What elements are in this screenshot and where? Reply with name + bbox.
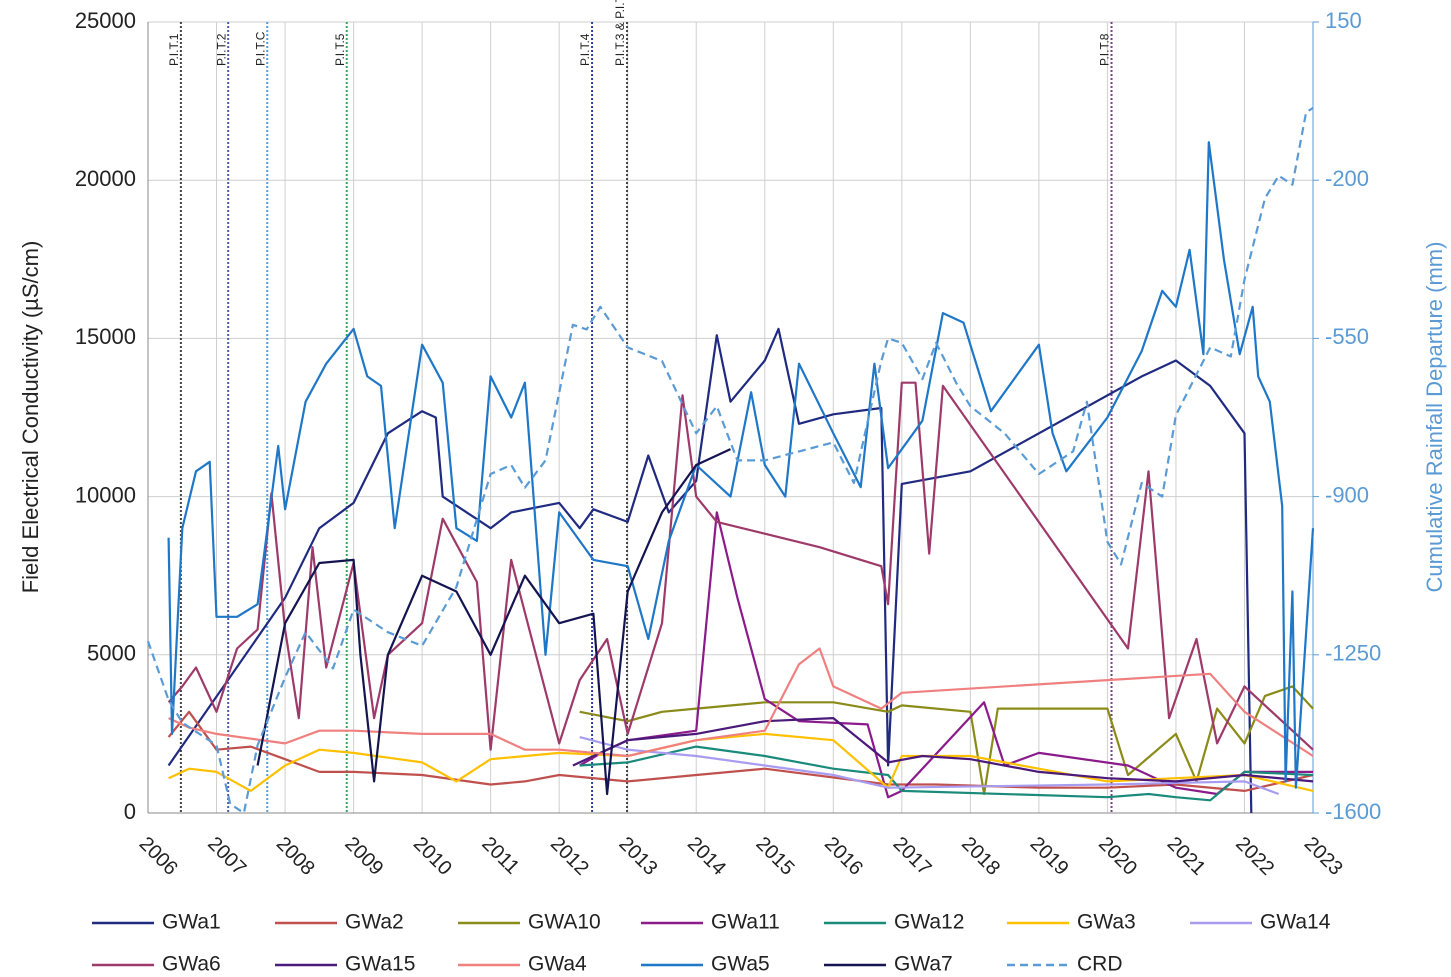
y-tick-label: 15000 [75,324,136,349]
series-line [579,745,1314,802]
series-line [579,685,1314,796]
x-tick-label: 2021 [1163,833,1210,880]
x-tick-label: 2012 [546,833,593,880]
series-line [579,511,1313,799]
x-tick-label: 2011 [477,833,523,879]
y-tick-label: 0 [124,799,136,824]
series-line [256,448,731,796]
annotation-label: P.I.T.3 & P.I.T.7 [613,0,627,66]
legend-label: GWa2 [345,911,404,934]
x-tick-label: 2018 [957,833,1004,880]
x-tick-label: 2020 [1094,833,1141,880]
legend-label: GWa12 [894,911,964,934]
legend-label: GWa11 [711,911,780,934]
x-tick-label: 2019 [1026,833,1073,880]
legend-label: GWa3 [1077,911,1136,934]
y-tick-label: 20000 [75,166,136,191]
x-tick-label: 2013 [614,833,661,880]
x-tick-label: 2015 [751,833,798,880]
series-line [572,717,1314,783]
y-tick-label: 10000 [75,482,136,507]
series-line [167,710,1314,792]
legend-label: GWA10 [528,911,601,934]
y2-tick-label: 150 [1325,8,1362,33]
series-line [146,106,1314,815]
y2-tick-label: -1600 [1325,799,1381,824]
x-tick-label: 2006 [135,833,182,880]
x-tick-label: 2017 [889,833,936,880]
y2-tick-label: -200 [1325,166,1369,191]
y-tick-label: 25000 [75,8,136,33]
annotation-label: P.I.T.4 [578,33,592,66]
x-tick-label: 2022 [1231,833,1278,880]
legend-label: CRD [1077,953,1123,976]
x-tick-label: 2023 [1300,833,1347,880]
y2-axis-label: Cumulative Rainfall Departure (mm) [1422,242,1447,593]
series-line [168,647,1314,758]
series-line [167,327,1253,814]
y2-tick-label: -1250 [1325,641,1381,666]
legend-label: GWa15 [345,953,415,976]
x-tick-label: 2014 [683,833,730,880]
legend-label: GWa7 [894,953,953,976]
x-tick-label: 2007 [203,833,250,880]
legend-label: GWa4 [528,953,587,976]
y-axis-label: Field Electrical Conductivity (µS/cm) [18,241,43,594]
x-tick-label: 2010 [409,833,456,880]
x-tick-label: 2009 [340,833,387,880]
y2-tick-label: -900 [1325,482,1369,507]
annotation-label: P.I.T.8 [1098,33,1112,66]
legend-label: GWa1 [162,911,221,934]
annotation-label: P.I.T.5 [333,33,347,66]
x-tick-label: 2016 [820,833,867,880]
legend-label: GWa14 [1260,911,1331,934]
annotation-label: P.I.T.2 [214,33,228,66]
annotation-label: P.I.T.1 [167,33,181,66]
y2-tick-label: -550 [1325,324,1369,349]
y-tick-label: 5000 [87,641,136,666]
series-line [167,381,1314,751]
legend-label: GWa5 [711,953,770,976]
annotation-label: P.I.T.C [253,31,267,66]
series-line [167,141,1315,789]
x-tick-label: 2008 [272,833,319,880]
legend-label: GWa6 [162,953,221,976]
